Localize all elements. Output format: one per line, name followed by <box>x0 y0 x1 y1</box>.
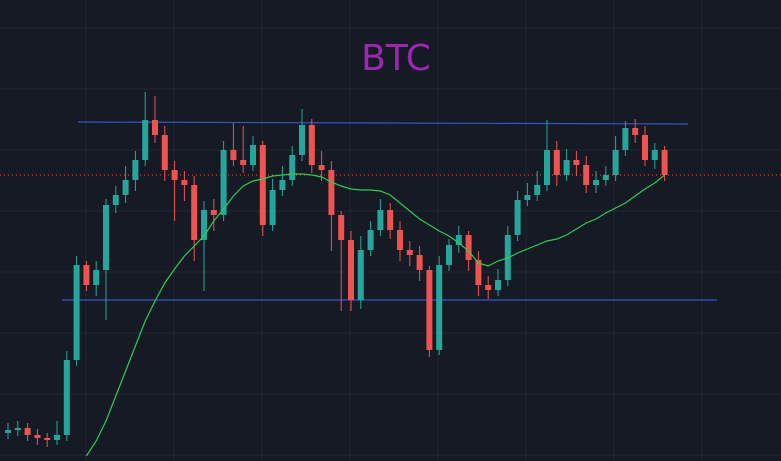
candle-body <box>397 230 403 250</box>
candle-body <box>514 200 521 235</box>
candle-body <box>269 190 276 225</box>
candle-body <box>122 180 129 195</box>
candle-body <box>112 195 119 205</box>
candle-body <box>308 125 315 165</box>
candle-body <box>289 155 296 180</box>
level-line <box>77 121 689 125</box>
candle-body <box>632 128 639 135</box>
candle-body <box>250 145 256 165</box>
candle-body <box>73 265 80 360</box>
candle-body <box>455 235 462 245</box>
candle-body <box>563 160 570 175</box>
candle-body <box>357 250 364 300</box>
moving-average <box>85 173 665 457</box>
candle-body <box>446 245 452 265</box>
candle-body <box>171 170 178 180</box>
candle-body <box>181 180 188 185</box>
candle-body <box>544 150 550 185</box>
candle-body <box>534 185 541 195</box>
candle-body <box>5 430 11 433</box>
candle-body <box>201 210 207 240</box>
candle-body <box>524 195 531 200</box>
candle-body <box>426 270 433 350</box>
candle-body <box>593 180 599 185</box>
candle-body <box>328 170 335 215</box>
candle-body <box>93 270 100 285</box>
candle-body <box>299 125 305 155</box>
candle-body <box>152 120 158 135</box>
candle-body <box>132 160 139 180</box>
candle-body <box>602 175 609 180</box>
candle-body <box>142 120 149 160</box>
candle-body <box>367 230 374 250</box>
candle-body <box>279 180 286 190</box>
candle-body <box>338 215 345 240</box>
candle-body <box>495 280 501 290</box>
candle-body <box>259 145 266 225</box>
candle-body <box>240 160 247 165</box>
candle-body <box>406 250 413 255</box>
candle-body <box>103 205 109 270</box>
candle-body <box>54 435 60 440</box>
candle-body <box>14 428 21 430</box>
candle-body <box>63 360 70 435</box>
candle-body <box>387 210 394 230</box>
candle-body <box>161 135 168 170</box>
candle-body <box>583 165 590 185</box>
candle-body <box>573 160 580 165</box>
candle-body <box>230 150 237 160</box>
candle-body <box>220 150 227 215</box>
candle-body <box>622 128 629 150</box>
candle-body <box>318 165 325 170</box>
candle-body <box>416 255 423 270</box>
plot <box>0 92 781 457</box>
candle-body <box>436 265 443 350</box>
candle-body <box>465 235 472 260</box>
candle-body <box>191 185 198 240</box>
candle-body <box>651 150 658 160</box>
candle-body <box>642 135 648 160</box>
candle-body <box>475 260 482 285</box>
candle-body <box>24 428 31 435</box>
candle-body <box>377 210 384 230</box>
candle-body <box>553 150 560 175</box>
candle-body <box>44 438 51 440</box>
candle-body <box>83 265 90 285</box>
candle-body <box>661 150 668 175</box>
candle-body <box>34 435 41 438</box>
candle-body <box>348 240 354 300</box>
candle-body <box>485 285 492 290</box>
candle-body <box>612 150 619 175</box>
chart-title: BTC <box>361 38 431 79</box>
candle-body <box>210 210 217 215</box>
